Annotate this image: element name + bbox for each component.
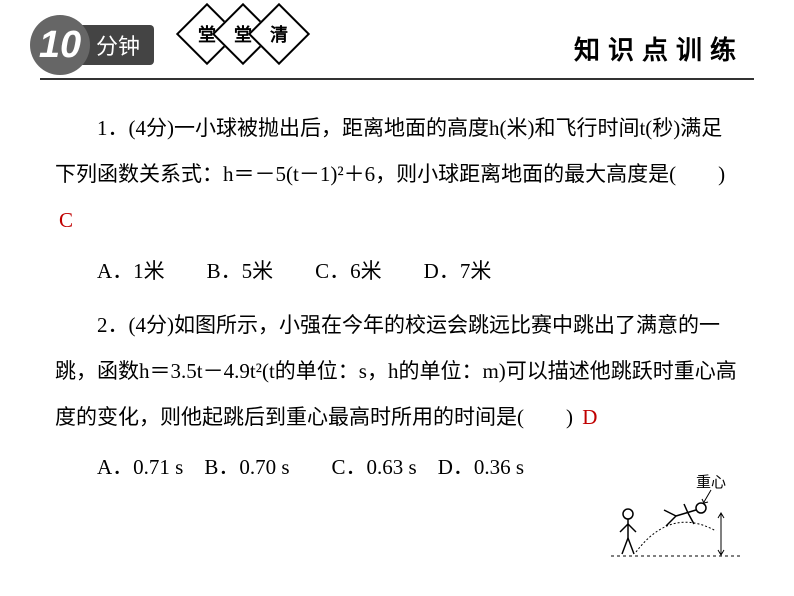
page-header: 10 分钟 堂 堂 清 知识点训练 (40, 0, 754, 80)
question-1: 1．(4分)一小球被抛出后，距离地面的高度h(米)和飞行时间t(秒)满足下列函数… (55, 105, 739, 244)
illustration-label: 重心 (696, 471, 726, 492)
time-badge: 10 分钟 (30, 15, 154, 75)
badge-number: 10 (39, 24, 81, 67)
badge-circle: 10 (30, 15, 90, 75)
header-title: 知识点训练 (574, 30, 744, 67)
question-1-answer: C (59, 208, 73, 232)
diamond-group: 堂 堂 清 (185, 12, 293, 56)
content-area: 1．(4分)一小球被抛出后，距离地面的高度h(米)和飞行时间t(秒)满足下列函数… (0, 80, 794, 509)
jump-illustration: 重心 (606, 476, 746, 576)
question-2: 2．(4分)如图所示，小强在今年的校运会跳远比赛中跳出了满意的一跳，函数h＝3.… (55, 302, 739, 441)
diamond-3: 清 (248, 3, 310, 65)
question-1-text: 1．(4分)一小球被抛出后，距离地面的高度h(米)和飞行时间t(秒)满足下列函数… (55, 116, 725, 186)
question-2-answer: D (582, 405, 597, 429)
question-1-options: A．1米 B．5米 C．6米 D．7米 (55, 248, 739, 294)
question-2-text: 2．(4分)如图所示，小强在今年的校运会跳远比赛中跳出了满意的一跳，函数h＝3.… (55, 313, 737, 429)
diamond-char-3: 清 (270, 21, 288, 47)
